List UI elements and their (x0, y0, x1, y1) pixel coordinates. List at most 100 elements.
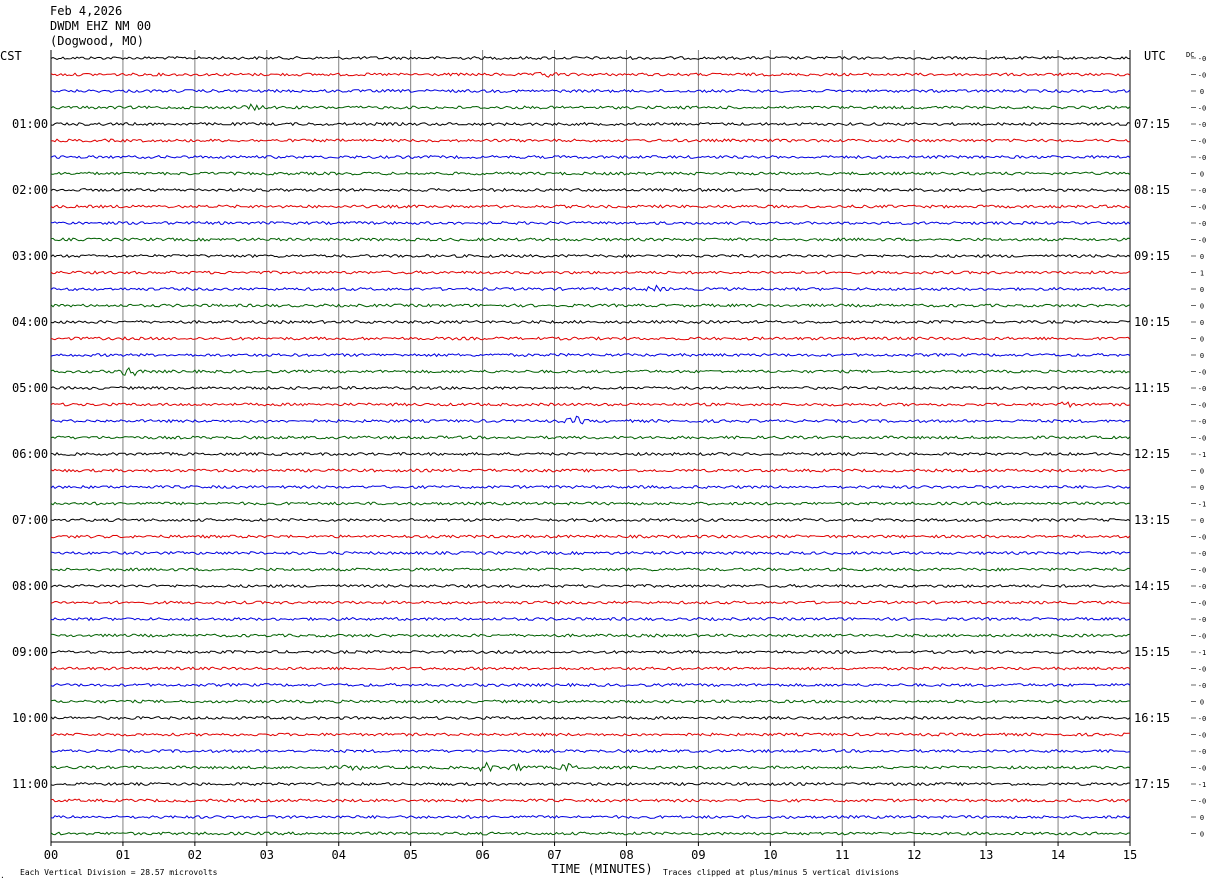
dc-value: -0 (1198, 534, 1206, 542)
dc-value: -0 (1198, 402, 1206, 410)
dc-value: -0 (1198, 72, 1206, 80)
footer-marker: . (0, 871, 5, 880)
x-tick-label: 07 (547, 848, 561, 862)
x-axis-label: TIME (MINUTES) (551, 862, 652, 876)
trace-line (50, 781, 1131, 787)
trace-line (50, 748, 1131, 754)
dc-value: -0 (1198, 435, 1206, 443)
dc-value: 0 (1200, 303, 1204, 311)
utc-hour-label: 13:15 (1134, 513, 1170, 527)
x-tick-label: 06 (475, 848, 489, 862)
trace-line (50, 401, 1131, 409)
x-tick-label: 04 (332, 848, 346, 862)
cst-hour-label: 03:00 (12, 249, 48, 263)
trace-line (50, 154, 1131, 160)
trace-line (50, 517, 1131, 523)
x-tick-label: 11 (835, 848, 849, 862)
utc-hour-label: 07:15 (1134, 117, 1170, 131)
trace-line (50, 103, 1131, 112)
header-date: Feb 4,2026 (50, 4, 123, 18)
right-axis-label: UTC (1144, 49, 1166, 63)
trace-line (50, 666, 1131, 671)
dc-value: 1 (1200, 270, 1204, 278)
cst-hour-label: 07:00 (12, 513, 48, 527)
trace-line (50, 319, 1131, 325)
trace-line (50, 583, 1131, 589)
cst-hour-label: 01:00 (12, 117, 48, 131)
trace-line (50, 798, 1131, 803)
dc-value: 0 (1200, 699, 1204, 707)
cst-hour-label: 10:00 (12, 711, 48, 725)
dc-value: 0 (1200, 814, 1204, 822)
dc-value: -0 (1198, 583, 1206, 591)
dc-value: -0 (1198, 616, 1206, 624)
trace-line (50, 270, 1131, 275)
dc-value: -0 (1198, 567, 1206, 575)
dc-value: 0 (1200, 831, 1204, 839)
trace-line (50, 237, 1131, 242)
utc-hour-label: 14:15 (1134, 579, 1170, 593)
cst-hour-label: 08:00 (12, 579, 48, 593)
dc-value: -0 (1198, 385, 1206, 393)
utc-hour-label: 10:15 (1134, 315, 1170, 329)
x-tick-label: 08 (619, 848, 633, 862)
dc-value: 0 (1200, 352, 1204, 360)
trace-line (50, 649, 1131, 655)
trace-line (50, 600, 1131, 605)
trace-line (50, 303, 1131, 308)
x-tick-label: 14 (1051, 848, 1065, 862)
trace-line (50, 88, 1131, 94)
trace-line (50, 534, 1131, 539)
trace-line (50, 284, 1131, 293)
trace-line (50, 187, 1131, 193)
trace-line (50, 732, 1130, 737)
x-tick-label: 00 (44, 848, 58, 862)
x-tick-label: 05 (403, 848, 417, 862)
dc-value: -0 (1198, 732, 1206, 740)
trace-line (50, 616, 1131, 622)
utc-hour-label: 12:15 (1134, 447, 1170, 461)
dc-value: 0 (1200, 319, 1204, 327)
dc-value: 0 (1200, 286, 1204, 294)
trace-line (50, 682, 1131, 688)
trace-line (50, 501, 1131, 506)
dc-value: 0 (1200, 517, 1204, 525)
trace-line (50, 71, 1131, 78)
trace-line (50, 415, 1131, 425)
trace-line (50, 253, 1131, 259)
trace-line (50, 171, 1131, 176)
dc-value: -0 (1198, 237, 1206, 245)
dc-value: 0 (1200, 468, 1204, 476)
dc-value: 0 (1200, 336, 1204, 344)
utc-hour-label: 09:15 (1134, 249, 1170, 263)
dc-value: -1 (1198, 781, 1206, 789)
x-tick-label: 02 (188, 848, 202, 862)
utc-hour-label: 08:15 (1134, 183, 1170, 197)
cst-hour-label: 09:00 (12, 645, 48, 659)
trace-line (50, 352, 1131, 358)
dc-value: -0 (1198, 765, 1206, 773)
header-station: DWDM EHZ NM 00 (50, 19, 152, 33)
dc-value: -0 (1198, 715, 1206, 723)
dc-value: -0 (1198, 748, 1206, 756)
dc-value: -0 (1198, 682, 1206, 690)
trace-line (50, 831, 1131, 836)
x-tick-label: 03 (260, 848, 274, 862)
dc-value: -1 (1198, 501, 1206, 509)
dc-value: -0 (1198, 187, 1206, 195)
left-axis-label: CST (0, 49, 22, 63)
dc-value: 0 (1200, 171, 1204, 179)
dc-value: -0 (1198, 600, 1206, 608)
trace-line (50, 699, 1131, 704)
dc-value: -0 (1198, 204, 1206, 212)
dc-value: -1 (1198, 451, 1206, 459)
cst-hour-label: 11:00 (12, 777, 48, 791)
trace-line (50, 468, 1131, 473)
trace-line (50, 121, 1131, 127)
utc-hour-label: 16:15 (1134, 711, 1170, 725)
dc-value: 0 (1200, 253, 1204, 261)
dc-value: 0 (1200, 88, 1204, 96)
x-tick-label: 01 (116, 848, 130, 862)
footer-vertical-division: Each Vertical Division = 28.57 microvolt… (20, 868, 218, 877)
trace-line (50, 550, 1131, 556)
